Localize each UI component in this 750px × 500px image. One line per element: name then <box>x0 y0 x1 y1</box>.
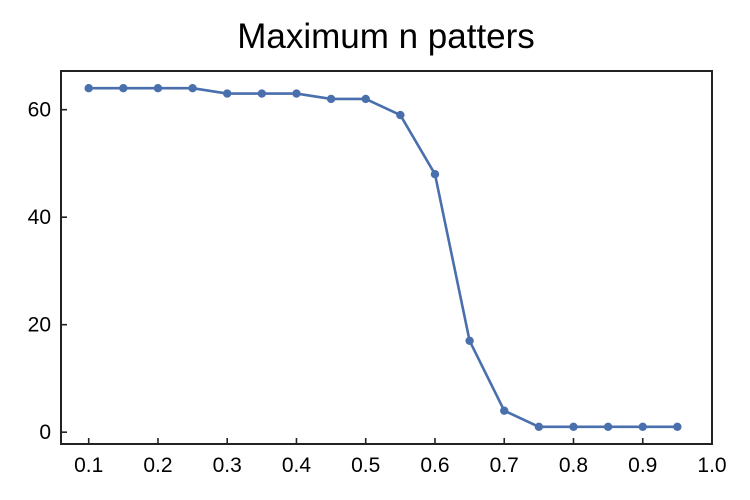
data-point <box>223 89 232 98</box>
y-tick-label: 20 <box>28 314 51 337</box>
data-point <box>534 422 544 432</box>
x-tick-label: 0.5 <box>351 454 380 477</box>
data-point <box>326 94 336 104</box>
x-tick-label: 0.2 <box>143 454 172 477</box>
data-point <box>638 422 647 432</box>
data-point <box>603 422 613 432</box>
x-tick-label: 1.0 <box>697 454 726 477</box>
x-tick-label: 0.4 <box>282 454 312 477</box>
data-point <box>257 89 267 98</box>
data-point <box>119 83 128 93</box>
data-point <box>673 422 682 432</box>
data-point <box>292 89 301 98</box>
y-tick-label: 40 <box>28 206 51 229</box>
data-point <box>396 110 405 120</box>
data-point <box>153 83 163 93</box>
x-tick-label: 0.8 <box>559 454 588 477</box>
x-tick-label: 0.7 <box>490 454 519 477</box>
x-axis: 0.1 0.2 0.3 0.4 0.5 0.6 0.7 0.8 0.9 1.0 <box>74 438 727 477</box>
y-tick-label: 60 <box>28 99 51 122</box>
series-layer <box>84 83 682 432</box>
data-point <box>569 422 578 432</box>
data-point <box>361 94 370 104</box>
x-tick-label: 0.1 <box>74 454 103 477</box>
y-axis: 0 20 40 60 <box>28 99 67 444</box>
data-point <box>500 406 509 415</box>
plot-area-frame <box>60 70 713 445</box>
series-line <box>88 86 678 429</box>
data-point <box>465 336 474 346</box>
data-point <box>84 83 93 93</box>
chart-title: Maximum n patters <box>237 17 535 56</box>
x-tick-label: 0.9 <box>628 454 657 477</box>
y-tick-label: 0 <box>39 421 51 444</box>
data-point <box>430 169 440 179</box>
x-tick-label: 0.6 <box>420 454 449 477</box>
data-point <box>188 83 197 93</box>
x-tick-label: 0.3 <box>213 454 242 477</box>
